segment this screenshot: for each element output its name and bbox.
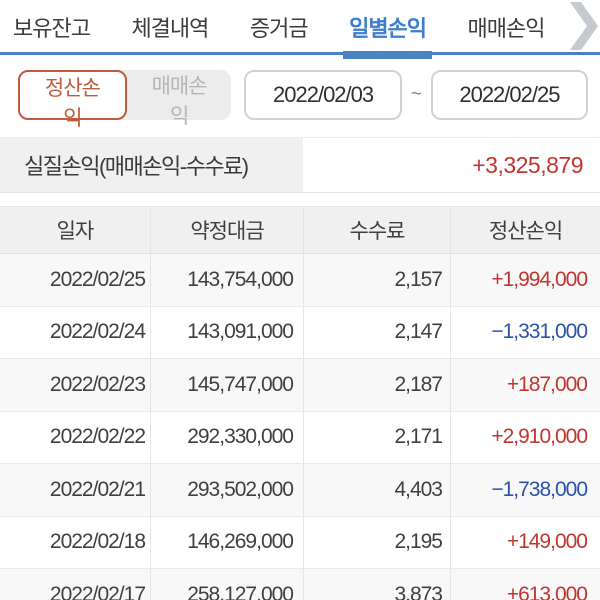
table-row: 2022/02/18 146,269,000 2,195 +149,000 bbox=[0, 516, 600, 569]
col-header-date: 일자 bbox=[56, 220, 95, 243]
table-row: 2022/02/25 143,754,000 2,157 +1,994,000 bbox=[0, 254, 600, 307]
row-pnl: +1,994,000 bbox=[450, 254, 600, 306]
row-amount: 293,502,000 bbox=[150, 464, 303, 516]
row-amount: 258,127,000 bbox=[150, 569, 303, 600]
row-date: 2022/02/21 bbox=[49, 477, 146, 501]
row-pnl: +187,000 bbox=[450, 359, 600, 411]
date-to-input[interactable]: 2022/02/25 bbox=[430, 70, 589, 120]
row-fee: 2,195 bbox=[303, 516, 450, 568]
table-row: 2022/02/17 258,127,000 3,873 +613,000 bbox=[0, 569, 600, 600]
date-range-separator: ~ bbox=[410, 84, 422, 105]
table-row: 2022/02/22 292,330,000 2,171 +2,910,000 bbox=[0, 411, 600, 464]
row-amount: 292,330,000 bbox=[150, 411, 303, 463]
daily-pnl-table: 일자 약정대금 수수료 정산손익 2022/02/25 143,754,000 … bbox=[0, 206, 600, 600]
tab-executions[interactable]: 체결내역 bbox=[131, 16, 209, 41]
row-fee: 2,157 bbox=[303, 254, 450, 306]
table-header: 일자 약정대금 수수료 정산손익 bbox=[0, 207, 600, 254]
row-fee: 2,187 bbox=[303, 359, 450, 411]
row-pnl: −1,331,000 bbox=[450, 306, 600, 358]
row-amount: 145,747,000 bbox=[150, 359, 303, 411]
top-tab-bar: 보유잔고 체결내역 증거금 일별손익 매매손익 bbox=[0, 0, 600, 59]
col-header-amount: 약정대금 bbox=[150, 207, 303, 253]
toggle-trading-pnl[interactable]: 매매손익 bbox=[127, 70, 232, 128]
row-date: 2022/02/24 bbox=[49, 320, 146, 344]
col-header-pnl: 정산손익 bbox=[450, 207, 600, 253]
col-header-fee: 수수료 bbox=[303, 207, 450, 253]
row-date: 2022/02/22 bbox=[49, 425, 146, 449]
row-fee: 2,147 bbox=[303, 306, 450, 358]
row-pnl: −1,738,000 bbox=[450, 464, 600, 516]
tab-trading-pnl[interactable]: 매매손익 bbox=[467, 16, 546, 41]
date-from-input[interactable]: 2022/02/03 bbox=[244, 70, 402, 120]
tab-holdings[interactable]: 보유잔고 bbox=[13, 16, 91, 41]
row-pnl: +613,000 bbox=[450, 569, 600, 600]
row-amount: 143,754,000 bbox=[150, 254, 303, 306]
row-amount: 143,091,000 bbox=[150, 306, 303, 358]
row-fee: 4,403 bbox=[303, 464, 450, 516]
row-amount: 146,269,000 bbox=[150, 516, 303, 568]
row-date: 2022/02/17 bbox=[49, 582, 146, 600]
toggle-settlement-pnl[interactable]: 정산손익 bbox=[18, 70, 127, 130]
row-date: 2022/02/18 bbox=[49, 530, 146, 554]
tab-daily-pnl[interactable]: 일별손익 bbox=[343, 9, 433, 59]
filter-toolbar: 정산손익 매매손익 2022/02/03 ~ 2022/02/25 bbox=[18, 70, 589, 130]
summary-value: +3,325,879 bbox=[472, 151, 583, 178]
net-pnl-summary: 실질손익(매매손익-수수료) +3,325,879 bbox=[0, 137, 600, 193]
row-fee: 2,171 bbox=[303, 411, 450, 463]
table-row: 2022/02/23 145,747,000 2,187 +187,000 bbox=[0, 359, 600, 412]
pnl-mode-toggle: 정산손익 매매손익 bbox=[18, 70, 232, 130]
row-pnl: +2,910,000 bbox=[450, 411, 600, 463]
chevron-right-icon[interactable] bbox=[568, 2, 598, 50]
tab-margin[interactable]: 증거금 bbox=[249, 16, 309, 41]
row-fee: 3,873 bbox=[303, 569, 450, 600]
row-date: 2022/02/23 bbox=[49, 372, 146, 396]
table-row: 2022/02/24 143,091,000 2,147 −1,331,000 bbox=[0, 306, 600, 359]
table-row: 2022/02/21 293,502,000 4,403 −1,738,000 bbox=[0, 464, 600, 517]
row-date: 2022/02/25 bbox=[49, 267, 146, 291]
summary-label: 실질손익(매매손익-수수료) bbox=[0, 138, 303, 192]
row-pnl: +149,000 bbox=[450, 516, 600, 568]
